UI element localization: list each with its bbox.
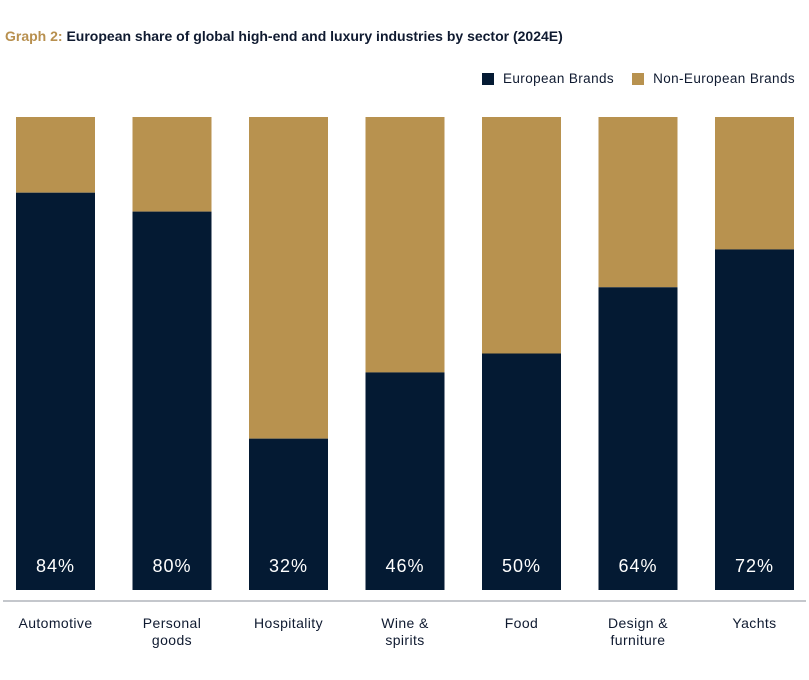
bar-non-european-yachts xyxy=(715,117,794,250)
bar-non-european-automotive xyxy=(16,117,95,193)
category-label-food: Food xyxy=(505,615,539,631)
bar-european-design-furniture xyxy=(598,287,678,590)
data-label-automotive: 84% xyxy=(36,556,75,576)
data-label-yachts: 72% xyxy=(735,556,774,576)
legend-item-non-european: Non-European Brands xyxy=(632,71,795,86)
legend-swatch-european xyxy=(481,72,494,85)
legend-item-european: European Brands xyxy=(481,71,615,86)
category-label-automotive: Automotive xyxy=(18,615,92,631)
bar-european-hospitality xyxy=(249,438,328,590)
bar-non-european-personal-goods xyxy=(132,117,212,212)
category-label-personal-goods: Personal goods xyxy=(143,615,201,648)
data-label-hospitality: 32% xyxy=(269,556,308,576)
data-label-personal-goods: 80% xyxy=(152,556,191,576)
bar-european-personal-goods xyxy=(132,211,212,590)
legend-label-european: European Brands xyxy=(502,71,615,86)
bar-european-automotive xyxy=(16,192,95,590)
data-label-design-furniture: 64% xyxy=(618,556,657,576)
chart-title-prefix: Graph 2: xyxy=(5,28,63,44)
bar-non-european-wine-spirits xyxy=(365,117,445,373)
bar-non-european-hospitality xyxy=(249,117,328,439)
category-label-hospitality: Hospitality xyxy=(254,615,323,631)
legend: European Brands Non-European Brands xyxy=(481,71,795,86)
bar-non-european-food xyxy=(482,117,561,354)
chart-title: Graph 2: European share of global high-e… xyxy=(5,28,563,44)
data-label-food: 50% xyxy=(502,556,541,576)
bar-european-yachts xyxy=(715,249,794,590)
category-label-design-furniture: Design & furniture xyxy=(608,615,668,648)
category-labels-group: Automotive Personal goods Hospitality Wine &… xyxy=(18,615,776,648)
data-label-wine-spirits: 46% xyxy=(385,556,424,576)
legend-label-non-european: Non-European Brands xyxy=(653,71,795,86)
legend-swatch-non-european xyxy=(632,72,645,85)
category-label-yachts: Yachts xyxy=(732,615,776,631)
chart-title-text: European share of global high-end and lu… xyxy=(66,28,563,44)
bar-non-european-design-furniture xyxy=(598,117,678,288)
bar-european-wine-spirits xyxy=(365,372,445,590)
category-label-wine-spirits: Wine & spirits xyxy=(381,615,429,648)
bars-group: 84% 80% 32% 46% 50% 64% 72% xyxy=(16,117,794,590)
bar-european-food xyxy=(482,353,561,590)
